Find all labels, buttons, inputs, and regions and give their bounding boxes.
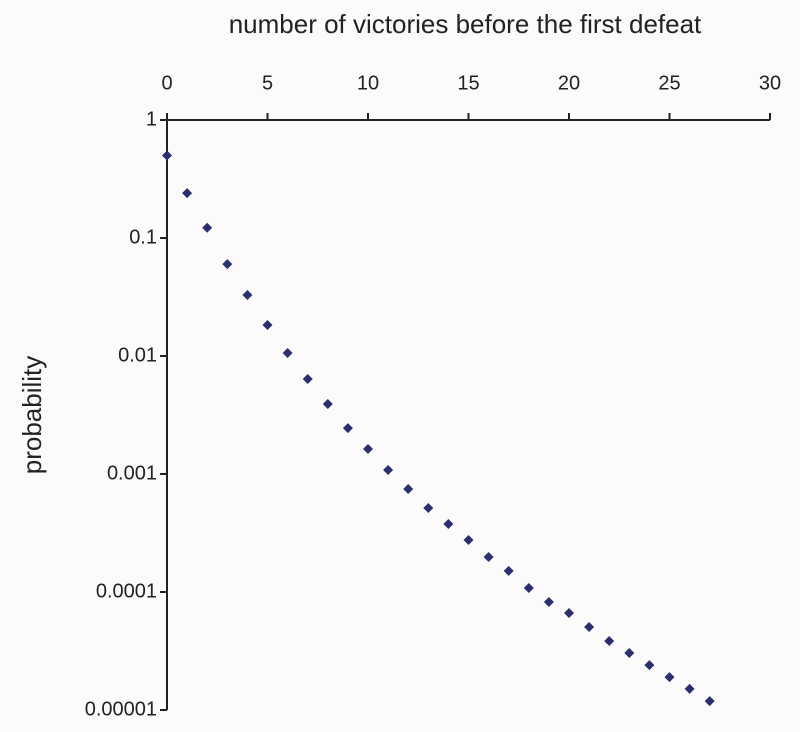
y-tick-label: 1 bbox=[146, 108, 157, 130]
point bbox=[503, 565, 514, 576]
y-tick-label: 0.001 bbox=[107, 462, 157, 484]
point bbox=[302, 374, 313, 385]
x-tick-label: 25 bbox=[658, 72, 680, 94]
point bbox=[543, 597, 554, 608]
point bbox=[463, 534, 474, 545]
point bbox=[282, 348, 293, 359]
point bbox=[523, 583, 534, 594]
y-tick-label: 0.01 bbox=[118, 344, 157, 366]
point bbox=[704, 696, 715, 707]
point bbox=[383, 465, 394, 476]
point bbox=[684, 683, 695, 694]
point bbox=[322, 398, 333, 409]
y-tick-label: 0.00001 bbox=[85, 698, 157, 720]
y-tick-label: 0.0001 bbox=[96, 580, 157, 602]
point bbox=[443, 518, 454, 529]
x-tick-label: 5 bbox=[262, 72, 273, 94]
point bbox=[624, 648, 635, 659]
x-tick-label: 30 bbox=[759, 72, 781, 94]
point bbox=[664, 672, 675, 683]
point bbox=[604, 636, 615, 647]
point bbox=[342, 423, 353, 434]
point bbox=[423, 503, 434, 514]
x-axis-title: number of victories before the first def… bbox=[229, 9, 702, 39]
x-tick-label: 10 bbox=[357, 72, 379, 94]
point bbox=[483, 551, 494, 562]
point bbox=[162, 150, 172, 161]
point bbox=[262, 320, 273, 331]
point bbox=[564, 607, 574, 618]
point bbox=[363, 443, 373, 454]
point bbox=[202, 222, 213, 233]
point bbox=[644, 660, 655, 671]
point bbox=[182, 188, 193, 199]
x-tick-label: 20 bbox=[558, 72, 580, 94]
x-tick-label: 0 bbox=[161, 72, 172, 94]
point bbox=[403, 484, 414, 495]
point bbox=[242, 289, 253, 300]
x-tick-label: 15 bbox=[457, 72, 479, 94]
y-tick-label: 0.1 bbox=[129, 226, 157, 248]
y-axis-title: probability bbox=[17, 356, 47, 475]
point bbox=[222, 259, 233, 270]
point bbox=[584, 622, 595, 633]
